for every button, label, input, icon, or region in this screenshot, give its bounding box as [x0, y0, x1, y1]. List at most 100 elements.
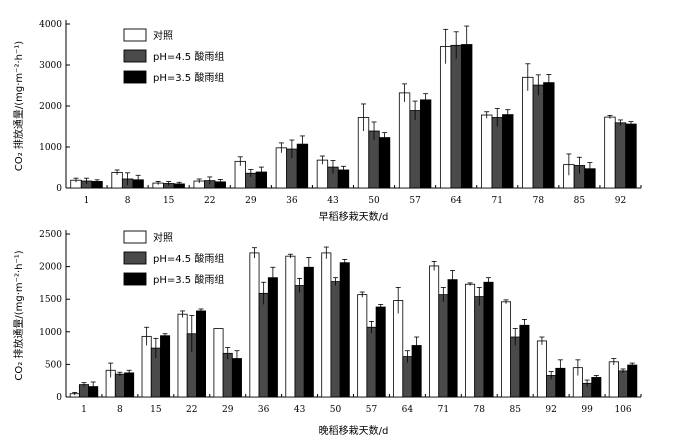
x-tick-label: 22 — [204, 196, 215, 206]
bar-ph35 — [378, 137, 391, 189]
bar-control — [429, 265, 440, 398]
x-tick-label: 92 — [545, 405, 556, 415]
y-tick-label: 0 — [56, 184, 62, 194]
bar-ph45 — [450, 44, 462, 189]
bar-control — [249, 252, 260, 398]
y-tick-label: 1500 — [39, 295, 62, 305]
bar-ph35 — [303, 266, 314, 398]
legend-label: pH=3.5 酸雨组 — [153, 71, 224, 84]
bar-control — [608, 361, 619, 398]
y-tick-label: 4000 — [39, 20, 62, 30]
bar-control — [316, 159, 329, 189]
x-tick-label: 78 — [474, 405, 486, 415]
bar-ph45 — [330, 281, 341, 398]
y-tick-label: 0 — [56, 393, 62, 403]
legend-label: pH=3.5 酸雨组 — [153, 273, 224, 286]
x-tick-label: 36 — [258, 405, 270, 415]
x-tick-label: 29 — [222, 405, 234, 415]
x-tick-label: 71 — [492, 196, 503, 206]
x-tick-label: 106 — [614, 405, 631, 415]
x-tick-label: 99 — [581, 405, 593, 415]
y-tick-label: 2500 — [39, 230, 62, 240]
y-tick-label: 2000 — [39, 263, 62, 273]
bar-ph35 — [543, 82, 555, 189]
legend-label: 对照 — [153, 231, 173, 244]
bar-control — [177, 313, 188, 398]
x-tick-label: 1 — [84, 196, 90, 206]
bar-ph35 — [195, 310, 207, 398]
bar-ph35 — [267, 277, 278, 398]
y-tick-label: 1000 — [39, 143, 62, 153]
bar-control — [465, 283, 476, 398]
legend-swatch — [123, 230, 147, 244]
legend: 对照 pH=4.5 酸雨组 pH=3.5 酸雨组 — [123, 230, 224, 286]
x-tick-label: 64 — [402, 405, 414, 415]
bar-ph35 — [124, 372, 135, 398]
x-tick-label: 71 — [438, 405, 449, 415]
legend-label: pH=4.5 酸雨组 — [153, 50, 224, 63]
x-tick-label: 85 — [574, 196, 586, 206]
legend-label: pH=4.5 酸雨组 — [153, 252, 224, 265]
bar-ph35 — [591, 377, 602, 398]
bar-ph45 — [614, 122, 627, 189]
late-rice-panel: 0 500 1000 1500 2000 2500 1 8 15 22 29 36 43 50 57 64 71… — [12, 230, 642, 437]
x-tick-label: 57 — [366, 405, 378, 415]
x-tick-label: 15 — [150, 405, 162, 415]
x-tick-label: 85 — [509, 405, 521, 415]
bar-ph35 — [461, 44, 473, 189]
y-tick-label: 500 — [45, 360, 62, 370]
bar-ph35 — [483, 281, 494, 398]
x-tick-label: 8 — [117, 405, 123, 415]
bar-ph35 — [375, 306, 386, 398]
legend-swatch — [123, 251, 147, 265]
bar-ph45 — [438, 294, 449, 398]
x-tick-label: 57 — [409, 196, 421, 206]
bar-control — [536, 340, 547, 398]
bar-ph35 — [447, 279, 458, 398]
x-tick-label: 15 — [163, 196, 175, 206]
bar-control — [357, 294, 368, 398]
bar-control — [321, 252, 332, 398]
legend-swatch — [123, 28, 147, 42]
bar-control — [275, 147, 288, 189]
x-tick-label: 50 — [368, 196, 380, 206]
x-tick-label: 22 — [186, 405, 197, 415]
bar-ph35 — [519, 324, 530, 398]
bar-ph45 — [402, 356, 413, 398]
bar-control — [439, 46, 452, 189]
bar-ph35 — [160, 335, 171, 398]
x-tick-label: 36 — [286, 196, 298, 206]
y-axis-label: CO₂ 排放通量/(mg·m⁻²·h⁻¹) — [12, 41, 25, 171]
x-tick-label: 1 — [81, 405, 87, 415]
x-tick-label: 50 — [330, 405, 342, 415]
bar-ph45 — [409, 110, 421, 189]
bar-ph35 — [627, 364, 638, 398]
bar-control — [522, 76, 534, 189]
legend-swatch — [123, 49, 147, 63]
bar-ph45 — [294, 285, 305, 398]
legend-swatch — [123, 272, 147, 286]
x-tick-label: 8 — [125, 196, 131, 206]
bar-control — [604, 116, 616, 189]
bar-ph45 — [366, 326, 377, 398]
bar-control — [481, 114, 493, 189]
x-tick-label: 43 — [294, 405, 306, 415]
y-tick-label: 2000 — [39, 102, 62, 112]
x-axis-label: 晚稻移栽天数/d — [319, 424, 389, 437]
x-tick-label: 92 — [615, 196, 626, 206]
x-tick-label: 29 — [245, 196, 257, 206]
bar-ph45 — [222, 352, 233, 398]
y-tick-label: 1000 — [39, 328, 62, 338]
x-tick-label: 78 — [533, 196, 545, 206]
bar-ph35 — [419, 99, 432, 189]
y-axis-label: CO₂ 排放通量/(mg·m⁻²·h⁻¹) — [12, 250, 25, 380]
legend: 对照 pH=4.5 酸雨组 pH=3.5 酸雨组 — [123, 28, 224, 84]
y-tick-label: 3000 — [39, 61, 62, 71]
x-axis-label: 早稻移栽天数/d — [319, 210, 389, 223]
bar-control — [213, 328, 224, 398]
bar-ph45 — [258, 292, 269, 398]
bar-ph35 — [339, 262, 350, 398]
x-tick-label: 43 — [327, 196, 339, 206]
legend-label: 对照 — [153, 29, 173, 42]
